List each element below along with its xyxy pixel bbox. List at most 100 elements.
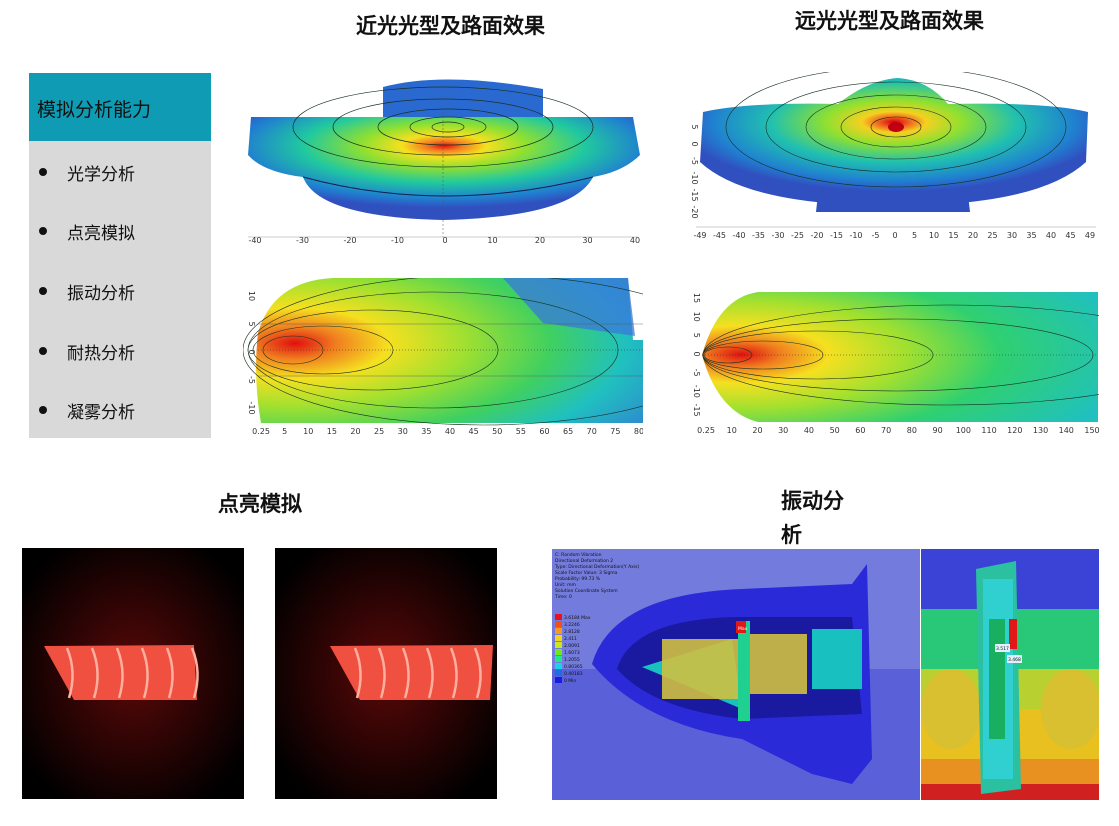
x-tick-label: 60 <box>855 426 865 435</box>
x-tick-label: 45 <box>469 427 479 436</box>
menu-item-label: 点亮模拟 <box>67 223 135 244</box>
menu-item-optical[interactable]: 光学分析 <box>37 157 135 187</box>
x-tick-label: 65 <box>563 427 573 436</box>
x-tick-label: 20 <box>752 426 762 435</box>
x-tick-label: 5 <box>912 231 917 240</box>
menu-item-lighting[interactable]: 点亮模拟 <box>37 216 135 246</box>
bullet-icon <box>39 168 47 176</box>
x-tick-label: 110 <box>981 426 996 435</box>
lamp-segment <box>140 647 149 699</box>
x-tick-label: 0 <box>442 236 447 244</box>
x-tick-label: 20 <box>535 236 545 244</box>
legend-label: 0.80365 <box>564 664 583 670</box>
menu-header: 模拟分析能力 <box>29 73 211 141</box>
y-tick-label: -5 <box>690 157 699 165</box>
bullet-icon <box>39 347 47 355</box>
lamp-segment <box>65 647 74 699</box>
x-tick-label: 0 <box>892 231 897 240</box>
x-tick-label: 0.25 <box>252 427 270 436</box>
x-tick-label: -5 <box>872 231 880 240</box>
vibration-heading: 振动分 析 <box>781 484 844 552</box>
lamp-segment <box>425 647 434 699</box>
x-tick-label: -10 <box>391 236 404 244</box>
lamp-segment <box>165 647 174 699</box>
y-tick-label: 5 <box>692 333 701 338</box>
lamp-segment <box>449 647 458 699</box>
x-tick-label: 75 <box>610 427 620 436</box>
high-beam-pattern-plot: -49 -45 -40 -35 -30 -25 -20 -15 -10 -5 0 5 10 15 20 25 3… <box>688 72 1099 244</box>
lamp-segment <box>90 647 99 699</box>
y-tick-label: -15 <box>692 403 701 416</box>
menu-item-heat[interactable]: 耐热分析 <box>37 336 135 366</box>
x-tick-label: 30 <box>778 426 788 435</box>
menu-item-fog[interactable]: 凝雾分析 <box>37 395 135 425</box>
x-tick-label: 35 <box>421 427 431 436</box>
y-tick-label: 10 <box>247 291 256 301</box>
x-tick-label: 10 <box>727 426 737 435</box>
x-tick-label: 55 <box>516 427 526 436</box>
x-tick-label: -40 <box>248 236 261 244</box>
x-tick-label: 40 <box>804 426 814 435</box>
x-tick-label: -25 <box>791 231 804 240</box>
high-beam-road-plot: 0.25 10 20 30 40 50 60 70 80 90 100 110 120 130 140 150… <box>688 280 1099 438</box>
x-tick-label: -10 <box>849 231 862 240</box>
x-tick-label: 30 <box>398 427 408 436</box>
lamp-segment <box>473 647 482 699</box>
x-tick-label: 40 <box>1046 231 1056 240</box>
x-tick-label: 10 <box>487 236 497 244</box>
lamp-lit-image-left <box>22 548 244 799</box>
y-tick-label: 0 <box>247 349 256 354</box>
legend-swatch <box>555 649 562 655</box>
fea-info-line: Probability: 99.73 % <box>555 576 601 582</box>
lamp-segment <box>190 647 199 699</box>
bullet-icon <box>39 287 47 295</box>
legend-swatch <box>555 663 562 669</box>
x-tick-label: 40 <box>445 427 455 436</box>
lamp-segment <box>401 647 410 699</box>
menu-item-vibration[interactable]: 振动分析 <box>37 276 135 306</box>
y-tick-label: -5 <box>692 369 701 377</box>
vibration-heading-line1: 振动分 <box>781 488 844 513</box>
x-tick-label: 49 <box>1085 231 1095 240</box>
x-tick-label: 15 <box>948 231 958 240</box>
low-beam-heading: 近光光型及路面效果 <box>356 13 545 38</box>
x-tick-label: 40 <box>630 236 640 244</box>
lamp-segment <box>353 647 362 699</box>
legend-swatch <box>555 628 562 634</box>
vibration-fea-image: C: Random Vibration Directional Deformati… <box>552 549 920 800</box>
legend-label: 0.40183 <box>564 671 583 677</box>
legend-label: 1.6073 <box>564 650 580 656</box>
x-tick-label: 10 <box>929 231 939 240</box>
vibration-heading-line2: 析 <box>781 522 802 547</box>
fea-info-line: Type: Directional Deformation(Y Axis) <box>554 564 639 570</box>
x-tick-label: 140 <box>1059 426 1074 435</box>
fea-info-line: C: Random Vibration <box>555 552 602 558</box>
menu-item-label: 凝雾分析 <box>67 402 135 423</box>
x-tick-label: 100 <box>956 426 971 435</box>
fea-info-line: Time: 0 <box>554 594 572 600</box>
x-tick-label: 80 <box>634 427 643 436</box>
x-tick-label: -15 <box>830 231 843 240</box>
y-tick-label: -10 <box>692 385 701 398</box>
low-beam-road-plot: 0.25 5 10 15 20 25 30 35 40 45 50 55 60 65 70 75 80 10 5 0… <box>243 278 643 438</box>
x-tick-label: -35 <box>752 231 765 240</box>
max-tag: Max <box>738 626 748 632</box>
x-tick-label: 45 <box>1065 231 1075 240</box>
x-tick-label: 20 <box>350 427 360 436</box>
y-tick-label: -10 <box>690 171 699 184</box>
lighting-sim-heading: 点亮模拟 <box>218 491 302 516</box>
legend-label: 3.6184 Max <box>564 615 591 621</box>
y-tick-label: 5 <box>247 321 256 326</box>
x-tick-label: 70 <box>881 426 891 435</box>
lamp-lit-image-right <box>275 548 497 799</box>
legend-swatch <box>555 614 562 620</box>
y-tick-label: -5 <box>247 376 256 384</box>
x-tick-label: 70 <box>587 427 597 436</box>
menu-item-label: 振动分析 <box>67 283 135 304</box>
lamp-segment <box>115 647 124 699</box>
tag-zoom-2: 3.468 <box>1008 657 1021 663</box>
x-tick-label: -20 <box>343 236 356 244</box>
x-tick-label: 15 <box>327 427 337 436</box>
x-tick-label: -30 <box>296 236 309 244</box>
y-tick-label: -15 <box>690 188 699 201</box>
